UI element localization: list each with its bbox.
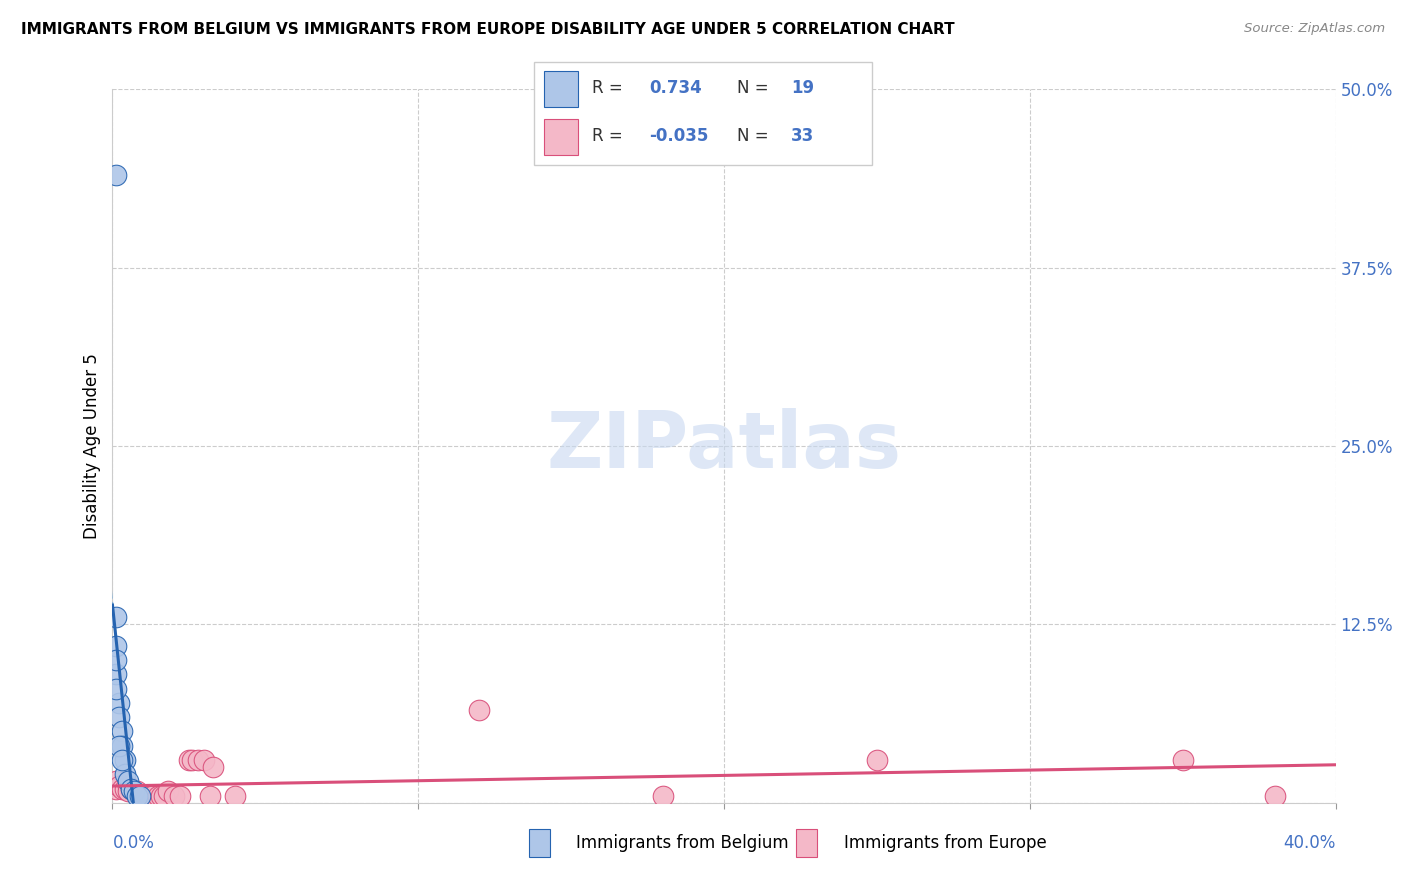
- Point: [104, 667, 127, 681]
- Point: [153, 789, 176, 803]
- Text: 33: 33: [790, 128, 814, 145]
- Point: [866, 753, 889, 767]
- Point: [1171, 753, 1194, 767]
- Text: 19: 19: [790, 79, 814, 97]
- FancyBboxPatch shape: [544, 70, 578, 106]
- Point: [169, 789, 191, 803]
- Point: [117, 779, 139, 793]
- Point: [135, 789, 157, 803]
- Point: [114, 767, 136, 781]
- Point: [104, 681, 127, 696]
- Text: IMMIGRANTS FROM BELGIUM VS IMMIGRANTS FROM EUROPE DISABILITY AGE UNDER 5 CORRELA: IMMIGRANTS FROM BELGIUM VS IMMIGRANTS FR…: [21, 22, 955, 37]
- Point: [104, 639, 127, 653]
- Point: [122, 784, 145, 798]
- Point: [107, 696, 129, 710]
- Point: [1264, 789, 1286, 803]
- Point: [107, 710, 129, 724]
- Text: 40.0%: 40.0%: [1284, 834, 1336, 852]
- Point: [202, 760, 225, 774]
- Point: [187, 753, 209, 767]
- Point: [150, 789, 173, 803]
- Point: [107, 779, 129, 793]
- Point: [181, 753, 204, 767]
- Point: [122, 784, 145, 798]
- Point: [104, 653, 127, 667]
- Point: [148, 789, 170, 803]
- Point: [104, 781, 127, 796]
- Text: -0.035: -0.035: [650, 128, 709, 145]
- Text: N =: N =: [737, 128, 773, 145]
- Point: [114, 781, 136, 796]
- Point: [224, 789, 246, 803]
- Point: [138, 789, 160, 803]
- Point: [111, 781, 134, 796]
- Text: ZIPatlas: ZIPatlas: [547, 408, 901, 484]
- Point: [125, 789, 148, 803]
- Point: [129, 789, 152, 803]
- Point: [104, 774, 127, 789]
- Point: [141, 789, 163, 803]
- Point: [117, 774, 139, 789]
- Point: [104, 168, 127, 182]
- Text: 0.734: 0.734: [650, 79, 702, 97]
- FancyBboxPatch shape: [544, 119, 578, 155]
- Point: [104, 610, 127, 624]
- Text: Immigrants from Europe: Immigrants from Europe: [844, 834, 1046, 852]
- Point: [111, 724, 134, 739]
- Y-axis label: Disability Age Under 5: Disability Age Under 5: [83, 353, 101, 539]
- Text: 0.0%: 0.0%: [112, 834, 155, 852]
- Point: [107, 739, 129, 753]
- Point: [114, 753, 136, 767]
- Point: [156, 784, 179, 798]
- Text: R =: R =: [592, 128, 627, 145]
- Point: [111, 753, 134, 767]
- Point: [120, 781, 142, 796]
- Point: [468, 703, 491, 717]
- Point: [177, 753, 200, 767]
- Point: [132, 789, 155, 803]
- Point: [125, 784, 148, 798]
- Point: [111, 739, 134, 753]
- Point: [117, 784, 139, 798]
- Text: R =: R =: [592, 79, 627, 97]
- Point: [120, 781, 142, 796]
- Point: [652, 789, 675, 803]
- Point: [200, 789, 222, 803]
- Text: Immigrants from Belgium: Immigrants from Belgium: [576, 834, 789, 852]
- Text: N =: N =: [737, 79, 773, 97]
- Point: [163, 789, 186, 803]
- Text: Source: ZipAtlas.com: Source: ZipAtlas.com: [1244, 22, 1385, 36]
- Point: [129, 789, 152, 803]
- Point: [193, 753, 215, 767]
